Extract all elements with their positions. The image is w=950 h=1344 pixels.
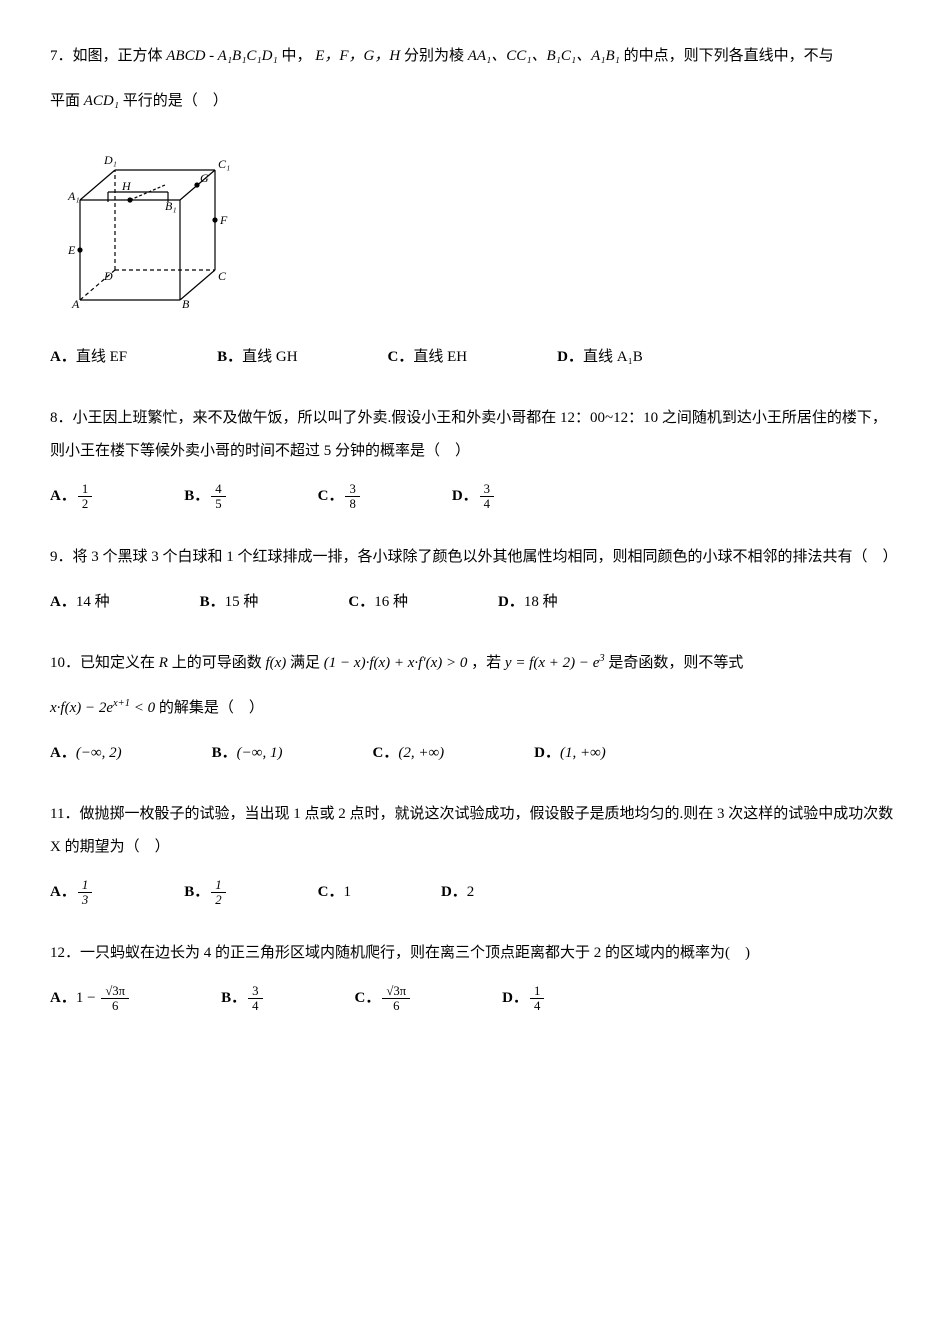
q12-options: A．1 − √3π6 B．34 C．√3π6 D．14 [50, 982, 900, 1015]
svg-text:G: G [200, 171, 209, 185]
q11-optB: B．12 [184, 876, 227, 909]
q7-line1: 7．如图，正方体 ABCD - A₁B₁C₁D₁ 中， E，F，G，H 分别为棱… [50, 40, 900, 73]
q10-optB: B．(−∞, 1) [212, 737, 283, 770]
q7-pts: E，F，G，H [315, 48, 400, 64]
q9-options: A．14 种 B．15 种 C．16 种 D．18 种 [50, 586, 900, 619]
q12-optA: A．1 − √3π6 [50, 982, 131, 1015]
question-11: 11．做抛掷一枚骰子的试验，当出现 1 点或 2 点时，就说这次试验成功，假设骰… [50, 798, 900, 909]
q8-optA: A．12 [50, 480, 94, 513]
q12-text: 12．一只蚂蚁在边长为 4 的正三角形区域内随机爬行，则在离三个顶点距离都大于 … [50, 937, 900, 970]
q10-options: A．(−∞, 2) B．(−∞, 1) C．(2, +∞) D．(1, +∞) [50, 737, 900, 770]
q7-optC: C．直线 EH [388, 341, 468, 374]
q11-text: 11．做抛掷一枚骰子的试验，当出现 1 点或 2 点时，就说这次试验成功，假设骰… [50, 798, 900, 864]
svg-text:C: C [218, 269, 227, 283]
q9-optB: B．15 种 [200, 586, 259, 619]
q7-mid2: 分别为棱 [404, 48, 468, 64]
q10-optC: C．(2, +∞) [372, 737, 444, 770]
q12-optC: C．√3π6 [355, 982, 413, 1015]
q7-edges: AA₁、CC₁、B₁C₁、A₁B₁ [468, 48, 620, 64]
q8-text: 8．小王因上班繁忙，来不及做午饭，所以叫了外卖.假设小王和外卖小哥都在 12：0… [50, 402, 900, 468]
cube-figure: A B C D A₁ B₁ C₁ D₁ E F G H [60, 130, 900, 323]
svg-text:B₁: B₁ [165, 199, 177, 213]
q8-optB: B．45 [184, 480, 227, 513]
question-12: 12．一只蚂蚁在边长为 4 的正三角形区域内随机爬行，则在离三个顶点距离都大于 … [50, 937, 900, 1015]
q9-optA: A．14 种 [50, 586, 110, 619]
cube-svg: A B C D A₁ B₁ C₁ D₁ E F G H [60, 130, 230, 310]
q11-options: A．13 B．12 C．1 D．2 [50, 876, 900, 909]
q8-options: A．12 B．45 C．38 D．34 [50, 480, 900, 513]
q9-optC: C．16 种 [348, 586, 408, 619]
svg-text:F: F [219, 213, 228, 227]
svg-text:D: D [103, 269, 113, 283]
q7-optB: B．直线 GH [217, 341, 297, 374]
q7-plane: ACD₁ [84, 93, 119, 109]
q10-line2: x·f(x) − 2ex+1 < 0 的解集是（ ） [50, 692, 900, 725]
q7-mid1: 中， [281, 48, 311, 64]
q7-optA: A．直线 EF [50, 341, 127, 374]
q9-text: 9．将 3 个黑球 3 个白球和 1 个红球排成一排，各小球除了颜色以外其他属性… [50, 541, 900, 574]
q9-optD: D．18 种 [498, 586, 558, 619]
q7-l2b: 平行的是（ ） [123, 93, 228, 109]
svg-text:A: A [71, 297, 80, 310]
q7-cube: ABCD - A₁B₁C₁D₁ [166, 48, 277, 64]
question-8: 8．小王因上班繁忙，来不及做午饭，所以叫了外卖.假设小王和外卖小哥都在 12：0… [50, 402, 900, 513]
q7-mid3: 的中点，则下列各直线中，不与 [624, 48, 834, 64]
svg-text:E: E [67, 243, 76, 257]
q11-optD: D．2 [441, 876, 474, 909]
svg-text:H: H [121, 179, 132, 193]
svg-text:C₁: C₁ [218, 157, 230, 171]
svg-text:D₁: D₁ [103, 153, 117, 167]
q8-optD: D．34 [452, 480, 496, 513]
q10-optA: A．(−∞, 2) [50, 737, 122, 770]
q12-optB: B．34 [221, 982, 264, 1015]
q7-optD: D．直线 A₁B [557, 341, 643, 374]
q7-line2: 平面 ACD₁ 平行的是（ ） [50, 85, 900, 118]
q7-options: A．直线 EF B．直线 GH C．直线 EH D．直线 A₁B [50, 341, 900, 374]
q7-l2a: 平面 [50, 93, 84, 109]
q7-prefix: 7．如图，正方体 [50, 48, 166, 64]
q11-optC: C．1 [318, 876, 351, 909]
q12-optD: D．14 [502, 982, 546, 1015]
question-10: 10．已知定义在 R 上的可导函数 f(x) 满足 (1 − x)·f(x) +… [50, 647, 900, 770]
q11-optA: A．13 [50, 876, 94, 909]
q10-optD: D．(1, +∞) [534, 737, 606, 770]
q10-line1: 10．已知定义在 R 上的可导函数 f(x) 满足 (1 − x)·f(x) +… [50, 647, 900, 680]
q8-optC: C．38 [318, 480, 362, 513]
question-9: 9．将 3 个黑球 3 个白球和 1 个红球排成一排，各小球除了颜色以外其他属性… [50, 541, 900, 619]
svg-text:B: B [182, 297, 190, 310]
question-7: 7．如图，正方体 ABCD - A₁B₁C₁D₁ 中， E，F，G，H 分别为棱… [50, 40, 900, 374]
svg-text:A₁: A₁ [67, 189, 80, 203]
